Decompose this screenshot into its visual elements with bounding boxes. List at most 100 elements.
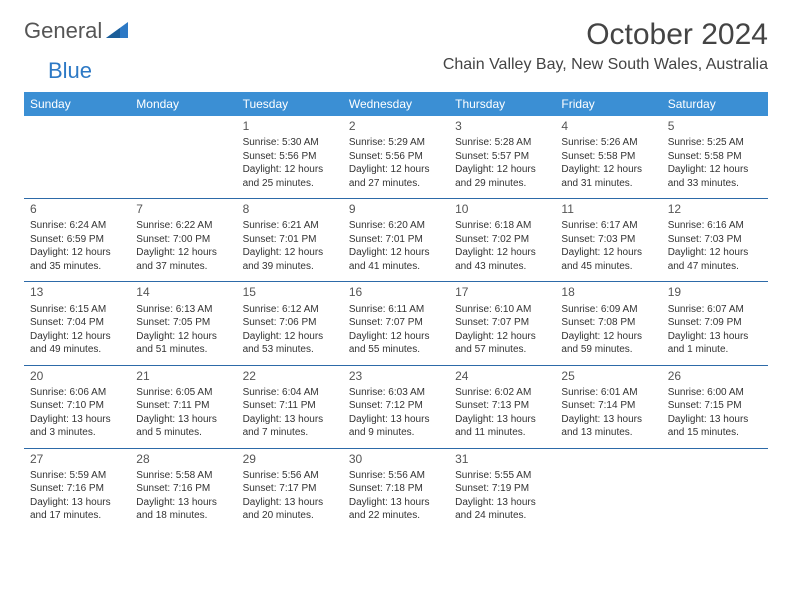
sunset-text: Sunset: 7:13 PM [455,399,549,413]
day-number: 12 [668,201,762,217]
calendar-cell: 20Sunrise: 6:06 AMSunset: 7:10 PMDayligh… [24,365,130,448]
day-number: 8 [243,201,337,217]
sunset-text: Sunset: 7:07 PM [349,316,443,330]
calendar-cell: 17Sunrise: 6:10 AMSunset: 7:07 PMDayligh… [449,282,555,365]
sunrise-text: Sunrise: 6:24 AM [30,219,124,233]
calendar-row: 13Sunrise: 6:15 AMSunset: 7:04 PMDayligh… [24,282,768,365]
daylight-text: Daylight: 12 hours and 45 minutes. [561,246,655,273]
sunset-text: Sunset: 7:01 PM [243,233,337,247]
day-number: 25 [561,368,655,384]
day-number: 19 [668,284,762,300]
sunrise-text: Sunrise: 6:18 AM [455,219,549,233]
calendar-table: Sunday Monday Tuesday Wednesday Thursday… [24,92,768,531]
day-number: 14 [136,284,230,300]
sunset-text: Sunset: 5:58 PM [561,150,655,164]
calendar-cell: 10Sunrise: 6:18 AMSunset: 7:02 PMDayligh… [449,199,555,282]
sunset-text: Sunset: 5:56 PM [349,150,443,164]
calendar-cell: 19Sunrise: 6:07 AMSunset: 7:09 PMDayligh… [662,282,768,365]
sunrise-text: Sunrise: 5:55 AM [455,469,549,483]
day-number: 27 [30,451,124,467]
sunset-text: Sunset: 7:08 PM [561,316,655,330]
daylight-text: Daylight: 12 hours and 55 minutes. [349,330,443,357]
calendar-cell: 11Sunrise: 6:17 AMSunset: 7:03 PMDayligh… [555,199,661,282]
daylight-text: Daylight: 12 hours and 47 minutes. [668,246,762,273]
sunrise-text: Sunrise: 6:20 AM [349,219,443,233]
calendar-cell: 18 Sunrise: 6:09 AMSunset: 7:08 PMDayligh… [555,282,661,365]
daylight-text: Daylight: 12 hours and 29 minutes. [455,163,549,190]
sunset-text: Sunset: 7:04 PM [30,316,124,330]
col-friday: Friday [555,92,661,116]
sunrise-text: Sunrise: 5:26 AM [561,136,655,150]
sunrise-text: Sunrise: 6:16 AM [668,219,762,233]
daylight-text: Daylight: 12 hours and 41 minutes. [349,246,443,273]
sunset-text: Sunset: 7:16 PM [30,482,124,496]
sunset-text: Sunset: 7:11 PM [136,399,230,413]
daylight-text: Daylight: 13 hours and 5 minutes. [136,413,230,440]
calendar-cell: 16 Sunrise: 6:11 AMSunset: 7:07 PMDayligh… [343,282,449,365]
daylight-text: Daylight: 13 hours and 9 minutes. [349,413,443,440]
day-number: 1 [243,118,337,134]
daylight-text: Daylight: 12 hours and 33 minutes. [668,163,762,190]
calendar-cell: 15Sunrise: 6:12 AMSunset: 7:06 PMDayligh… [237,282,343,365]
month-title: October 2024 [443,18,768,52]
sunrise-text: Sunrise: 6:10 AM [455,303,549,317]
calendar-row: 1 Sunrise: 5:30 AM Sunset: 5:56 PM Daylight… [24,116,768,199]
day-number: 4 [561,118,655,134]
sunrise-text: Sunrise: 6:22 AM [136,219,230,233]
calendar-cell: 1Sunrise: 5:30 AMSunset: 5:56 PMDaylight… [237,116,343,199]
calendar-cell: 9Sunrise: 6:20 AMSunset: 7:01 PMDaylight… [343,199,449,282]
sunrise-text: Sunrise: 6:09 AM [561,303,655,317]
daylight-text: Daylight: 12 hours and 31 minutes. [561,163,655,190]
day-number: 2 [349,118,443,134]
calendar-cell: 5Sunrise: 5:25 AMSunset: 5:58 PMDaylight… [662,116,768,199]
day-number: 18 [561,284,655,300]
sunrise-text: Sunrise: 5:30 AM [243,136,337,150]
sunset-text: Sunset: 7:03 PM [668,233,762,247]
logo-text-blue: Blue [48,58,92,83]
sunrise-text: Sunrise: 6:03 AM [349,386,443,400]
col-sunday: Sunday [24,92,130,116]
calendar-row: 27Sunrise: 5:59 AMSunset: 7:16 PMDayligh… [24,448,768,531]
daylight-text: Daylight: 12 hours and 35 minutes. [30,246,124,273]
daylight-text: Daylight: 13 hours and 15 minutes. [668,413,762,440]
daylight-text: Daylight: 12 hours and 49 minutes. [30,330,124,357]
day-number: 6 [30,201,124,217]
day-number: 7 [136,201,230,217]
daylight-text: Daylight: 13 hours and 22 minutes. [349,496,443,523]
day-number: 22 [243,368,337,384]
calendar-cell [662,448,768,531]
day-number: 16 [349,284,443,300]
calendar-row: 20Sunrise: 6:06 AMSunset: 7:10 PMDayligh… [24,365,768,448]
sunrise-text: Sunrise: 6:15 AM [30,303,124,317]
daylight-text: Daylight: 13 hours and 7 minutes. [243,413,337,440]
sunrise-text: Sunrise: 6:11 AM [349,303,443,317]
sunset-text: Sunset: 7:18 PM [349,482,443,496]
sunrise-text: Sunrise: 6:12 AM [243,303,337,317]
sunset-text: Sunset: 7:15 PM [668,399,762,413]
col-saturday: Saturday [662,92,768,116]
daylight-text: Daylight: 13 hours and 13 minutes. [561,413,655,440]
calendar-cell: 3Sunrise: 5:28 AMSunset: 5:57 PMDaylight… [449,116,555,199]
day-number: 3 [455,118,549,134]
calendar-cell: 24Sunrise: 6:02 AMSunset: 7:13 PMDayligh… [449,365,555,448]
day-number: 5 [668,118,762,134]
daylight-text: Daylight: 12 hours and 59 minutes. [561,330,655,357]
daylight-text: Daylight: 12 hours and 43 minutes. [455,246,549,273]
calendar-cell: 4 Sunrise: 5:26 AMSunset: 5:58 PMDaylight… [555,116,661,199]
sunrise-text: Sunrise: 5:56 AM [243,469,337,483]
sunset-text: Sunset: 7:12 PM [349,399,443,413]
calendar-cell: 30Sunrise: 5:56 AMSunset: 7:18 PMDayligh… [343,448,449,531]
daylight-text: Daylight: 12 hours and 51 minutes. [136,330,230,357]
sunrise-text: Sunrise: 6:07 AM [668,303,762,317]
day-number: 15 [243,284,337,300]
sunrise-text: Sunrise: 6:05 AM [136,386,230,400]
day-number: 23 [349,368,443,384]
col-monday: Monday [130,92,236,116]
calendar-row: 6Sunrise: 6:24 AMSunset: 6:59 PMDaylight… [24,199,768,282]
col-tuesday: Tuesday [237,92,343,116]
daylight-text: Daylight: 13 hours and 1 minute. [668,330,762,357]
sunset-text: Sunset: 6:59 PM [30,233,124,247]
day-number: 11 [561,201,655,217]
calendar-cell: 13Sunrise: 6:15 AMSunset: 7:04 PMDayligh… [24,282,130,365]
logo-text-general: General [24,18,102,44]
